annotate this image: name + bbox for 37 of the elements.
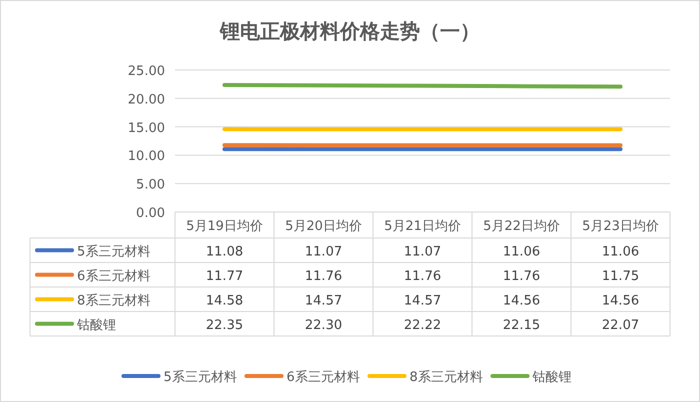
data-label: 22.30 [304,318,342,333]
legend: 5系三元材料 6系三元材料 8系三元材料 钴酸锂 [122,370,572,385]
data-label: 11.06 [602,244,640,260]
legend-label: 8系三元材料 [77,293,150,308]
data-label: 22.22 [404,318,442,333]
data-label: 11.06 [502,244,540,260]
legend-label: 钴酸锂 [76,318,116,333]
data-label: 14.57 [304,293,342,308]
data-label: 11.77 [206,268,244,284]
y-tick-label: 5.00 [136,178,165,193]
data-label: 11.75 [602,268,640,284]
x-tick-label: 5月19日均价 [186,219,263,234]
x-tick-label: 5月20日均价 [285,219,362,234]
data-label: 11.76 [304,268,342,284]
data-label: 14.58 [206,293,244,308]
x-tick-label: 5月21日均价 [384,219,461,234]
data-label: 22.35 [206,318,244,333]
x-tick-label: 5月23日均价 [582,219,659,234]
data-label: 11.76 [502,268,540,284]
data-label: 14.56 [602,293,640,308]
legend-label: 6系三元材料 [77,268,150,284]
data-label: 11.76 [404,268,442,284]
data-label: 14.56 [502,293,540,308]
data-label: 11.07 [304,244,342,260]
y-tick-label: 10.00 [128,149,165,164]
chart-title: 锂电正极材料价格走势（一） [219,19,480,43]
y-tick-label: 15.00 [128,120,165,136]
x-tick-label: 5月22日均价 [483,219,560,234]
data-label: 11.07 [404,244,442,260]
data-label: 14.57 [404,293,442,308]
data-label: 11.08 [206,244,244,260]
data-label: 22.07 [602,318,640,333]
y-tick-label: 20.00 [128,92,165,108]
y-tick-label: 25.00 [128,64,165,79]
y-tick-label: 0.00 [136,206,165,221]
legend-label: 5系三元材料 [77,244,150,260]
data-label: 22.15 [502,318,540,333]
